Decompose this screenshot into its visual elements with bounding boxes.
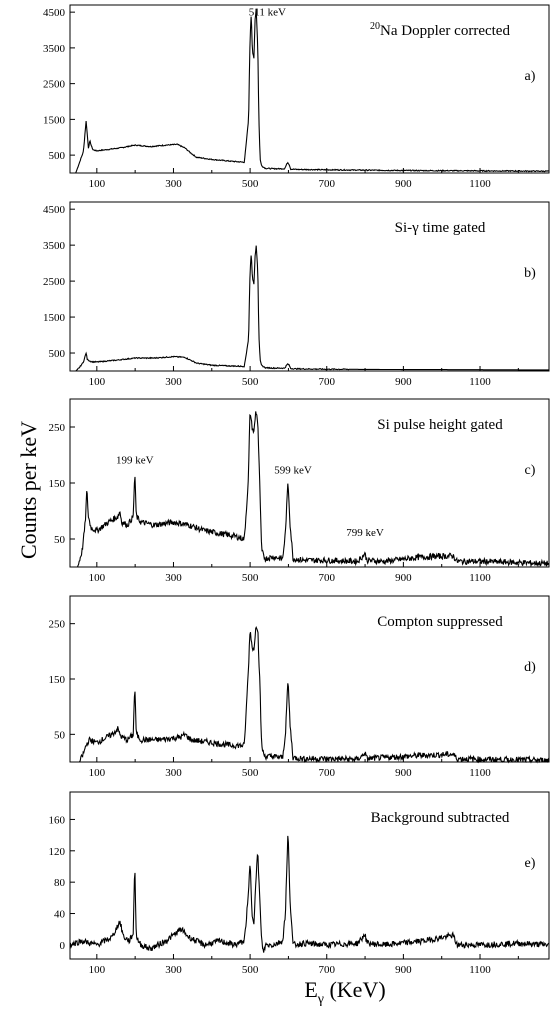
x-tick-label: 900 (395, 572, 412, 584)
panel-title: Si-γ time gated (395, 220, 486, 236)
peak-annotation: 199 keV (116, 454, 154, 466)
x-tick-label: 900 (395, 767, 412, 779)
x-tick-label: 900 (395, 178, 412, 190)
x-tick-label: 100 (89, 767, 106, 779)
y-tick-label: 80 (54, 877, 66, 889)
x-tick-label: 700 (318, 767, 335, 779)
plot-frame (69, 201, 550, 372)
x-tick-label: 700 (318, 964, 335, 976)
y-tick-label: 1500 (43, 114, 66, 126)
y-tick-label: 50 (54, 729, 66, 741)
x-tick-label: 500 (242, 376, 259, 388)
y-tick-label: 40 (54, 909, 66, 921)
x-tick-label: 900 (395, 376, 412, 388)
x-tick-label: 1100 (469, 376, 491, 388)
panel-letter: a) (525, 69, 536, 84)
x-tick-label: 700 (318, 572, 335, 584)
x-tick-label: 300 (165, 767, 182, 779)
title-superscript: 20 (370, 21, 380, 32)
panel-letter: c) (525, 463, 536, 478)
panel-d: 100 300 500 700 900 1100 50 150 250 Compton suppr… (49, 595, 550, 779)
y-tick-label: 2500 (43, 79, 66, 91)
y-tick-label: 50 (54, 534, 66, 546)
peak-annotation: 511 keV (249, 7, 286, 19)
panel-letter: b) (524, 266, 536, 281)
title-text: Na Doppler corrected (380, 23, 510, 39)
y-tick-label: 120 (49, 846, 66, 858)
spectrum-line (70, 411, 549, 568)
y-tick-label: 500 (49, 348, 66, 360)
panel-title: Compton suppressed (377, 614, 503, 630)
y-tick-label: 4500 (43, 204, 66, 216)
x-tick-label: 1100 (469, 178, 491, 190)
panel-letter: d) (524, 660, 536, 675)
panel-title: Si pulse height gated (377, 417, 503, 433)
x-tick-label: 100 (89, 178, 106, 190)
spectrum-line (70, 626, 550, 764)
y-tick-label: 3500 (43, 43, 66, 55)
x-axis-title: Eγ (KeV) (304, 977, 385, 1007)
x-tick-label: 500 (242, 178, 259, 190)
x-tick-label: 500 (242, 767, 259, 779)
panel-a: 100 300 500 700 900 1100 500 1500 2500 3500 4500 20… (43, 4, 550, 190)
x-tick-label: 1100 (469, 767, 491, 779)
x-tick-label: 300 (165, 376, 182, 388)
y-axis-title: Counts per keV (16, 421, 41, 559)
y-tick-label: 1500 (43, 312, 66, 324)
y-tick-label: 160 (49, 814, 66, 826)
x-tick-label: 500 (242, 572, 259, 584)
spectrum-line (69, 835, 550, 953)
x-tick-label: 100 (89, 376, 106, 388)
peak-annotation: 599 keV (274, 464, 312, 476)
panel-e: 100 300 500 700 900 1100 0 40 80 120 160 Background… (49, 791, 550, 976)
y-tick-label: 2500 (43, 276, 66, 288)
x-tick-label: 100 (89, 964, 106, 976)
x-tick-label: 300 (165, 178, 182, 190)
y-tick-label: 0 (60, 940, 66, 952)
x-tick-label: 700 (318, 376, 335, 388)
x-tick-label: 300 (165, 572, 182, 584)
spectrum-line (70, 245, 549, 372)
panel-title: Background subtracted (371, 810, 510, 826)
x-tick-label: 100 (89, 572, 106, 584)
plot-frame (69, 4, 550, 174)
x-tick-label: 900 (395, 964, 412, 976)
x-tick-label: 700 (318, 178, 335, 190)
panel-b: 100 300 500 700 900 1100 500 1500 2500 3500 4500 Si… (43, 201, 550, 388)
panel-letter: e) (525, 856, 536, 871)
peak-annotation: 799 keV (346, 527, 384, 539)
x-tick-label: 1100 (469, 572, 491, 584)
y-tick-label: 150 (49, 674, 66, 686)
y-tick-label: 250 (49, 422, 66, 434)
panel-title: 20Na Doppler corrected (370, 21, 510, 39)
y-tick-label: 250 (49, 619, 66, 631)
plot-frame (69, 791, 550, 960)
x-tick-label: 500 (242, 964, 259, 976)
panel-c: 100 300 500 700 900 1100 50 150 250 Si pulse heig… (49, 398, 550, 584)
spectrum-line (70, 8, 549, 174)
x-tick-label: 1100 (469, 964, 491, 976)
y-tick-label: 3500 (43, 240, 66, 252)
y-tick-label: 150 (49, 478, 66, 490)
y-tick-label: 4500 (43, 7, 66, 19)
y-tick-label: 500 (49, 150, 66, 162)
x-tick-label: 300 (165, 964, 182, 976)
